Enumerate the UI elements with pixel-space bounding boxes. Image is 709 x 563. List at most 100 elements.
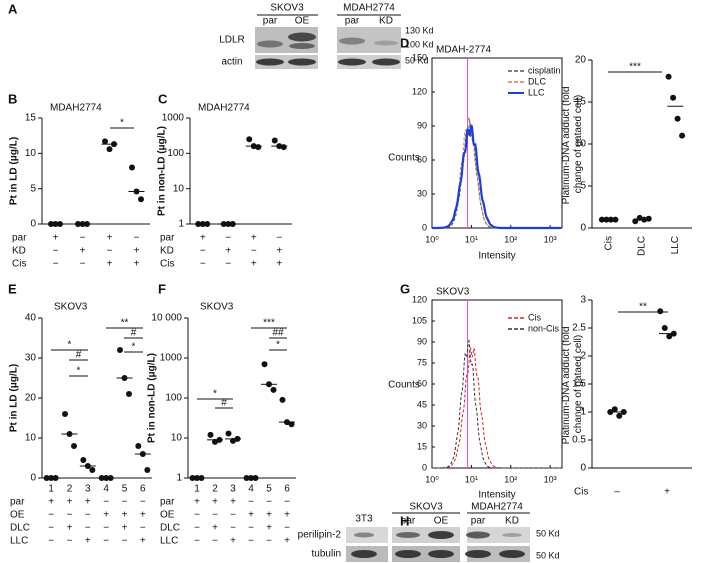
data-point: [106, 146, 113, 153]
histogram-curve: [432, 124, 562, 230]
y-tick-label: 15: [25, 113, 37, 124]
condition-mark: +: [103, 510, 109, 521]
y-tick-label: 10: [171, 433, 183, 444]
condition-mark: −: [48, 510, 54, 521]
y-tick-label: 5: [30, 183, 36, 194]
y-tick-label: 15: [575, 97, 587, 108]
condition-label: KD: [160, 246, 174, 257]
condition-label: Cis: [12, 259, 26, 270]
y-tick-label: 15: [417, 441, 427, 451]
category-label: Cis: [603, 236, 614, 250]
condition-label: Cis: [574, 487, 588, 498]
data-point: [138, 196, 144, 203]
y-tick-label: 5: [580, 181, 586, 192]
condition-mark: −: [122, 497, 128, 508]
panel-letter: F: [158, 281, 166, 296]
significance-label: #: [131, 328, 137, 339]
condition-mark: −: [266, 536, 272, 547]
significance-label: *: [77, 366, 81, 377]
histogram-curve: [432, 346, 562, 469]
y-tick-label: 1000: [162, 113, 185, 124]
condition-label: Cis: [160, 259, 174, 270]
lane-label: KD: [379, 16, 393, 27]
condition-mark: –: [614, 487, 620, 498]
data-point: [117, 347, 123, 353]
condition-mark: −: [85, 510, 91, 521]
condition-mark: −: [251, 246, 257, 257]
condition-label: OE: [10, 510, 25, 521]
data-point: [212, 438, 218, 445]
condition-mark: −: [48, 536, 54, 547]
y-tick-label: 105: [412, 315, 427, 325]
condition-mark: −: [140, 523, 146, 534]
panel-letter: G: [400, 281, 410, 296]
label-line: change of gataed cell): [573, 95, 584, 193]
blot-band: [289, 43, 315, 49]
condition-mark: +: [664, 487, 670, 498]
chart-title: SKOV3: [54, 302, 88, 313]
condition-mark: −: [225, 233, 231, 244]
data-point: [674, 115, 681, 122]
condition-mark: +: [284, 536, 290, 547]
y-tick-label: 0: [580, 223, 586, 234]
category-label: 6: [284, 484, 290, 495]
blot-band: [466, 531, 490, 539]
marker-label: 50 Kd: [536, 528, 560, 538]
significance-label: **: [639, 302, 647, 313]
y-tick-label: 40: [25, 313, 37, 324]
panel-letter: B: [8, 91, 17, 106]
blot-band: [256, 58, 284, 66]
legend-label: non-Cis: [528, 323, 560, 333]
y-tick-label: 90: [417, 120, 427, 130]
y-tick-label: 120: [412, 86, 427, 96]
y-axis-label: Pt in non-LD (μg/L): [157, 126, 168, 216]
data-point: [80, 457, 87, 463]
lane-label: par: [471, 516, 486, 527]
panel-letter: H: [400, 513, 409, 528]
condition-label: par: [10, 497, 25, 508]
data-point: [679, 132, 686, 139]
label-line: change of gataed cell): [573, 335, 584, 433]
y-tick-label: 20: [575, 55, 587, 66]
y-tick-label: 10: [25, 148, 37, 159]
condition-mark: −: [266, 497, 272, 508]
condition-mark: +: [122, 523, 128, 534]
legend-label: DLC: [528, 76, 547, 86]
blot-group: SKOV3: [409, 502, 443, 513]
blot-strip: [467, 546, 530, 562]
y-axis-label: Counts: [388, 153, 420, 164]
blot-band: [351, 550, 377, 558]
y-tick-label: 75: [417, 357, 427, 367]
condition-label: par: [160, 497, 175, 508]
data-point: [129, 164, 135, 171]
category-label: 5: [122, 484, 128, 495]
condition-mark: −: [230, 510, 236, 521]
condition-mark: +: [107, 259, 113, 270]
data-point: [126, 391, 132, 397]
condition-mark: +: [230, 536, 236, 547]
lane-label: par: [345, 16, 360, 27]
condition-mark: +: [67, 497, 73, 508]
significance-label: *: [68, 340, 72, 351]
data-point: [665, 73, 672, 80]
condition-mark: +: [284, 510, 290, 521]
chart-title: MDAH2774: [50, 103, 102, 114]
condition-mark: −: [194, 523, 200, 534]
chart-title: MDAH-2774: [436, 45, 491, 56]
histogram-curve: [432, 118, 562, 229]
blot-band: [372, 58, 400, 66]
condition-mark: +: [276, 246, 282, 257]
condition-mark: −: [194, 536, 200, 547]
chart-title: SKOV3: [200, 302, 234, 313]
condition-mark: +: [212, 497, 218, 508]
marker-label: 50 Kd: [405, 55, 429, 65]
y-tick-label: 10: [575, 139, 587, 150]
data-point: [135, 443, 142, 449]
condition-mark: +: [85, 536, 91, 547]
lane-label: OE: [434, 516, 449, 527]
chart-title: MDAH2774: [198, 103, 250, 114]
blot-band: [374, 40, 398, 46]
condition-mark: +: [140, 510, 146, 521]
data-point: [270, 386, 277, 393]
blot-band: [257, 40, 283, 48]
